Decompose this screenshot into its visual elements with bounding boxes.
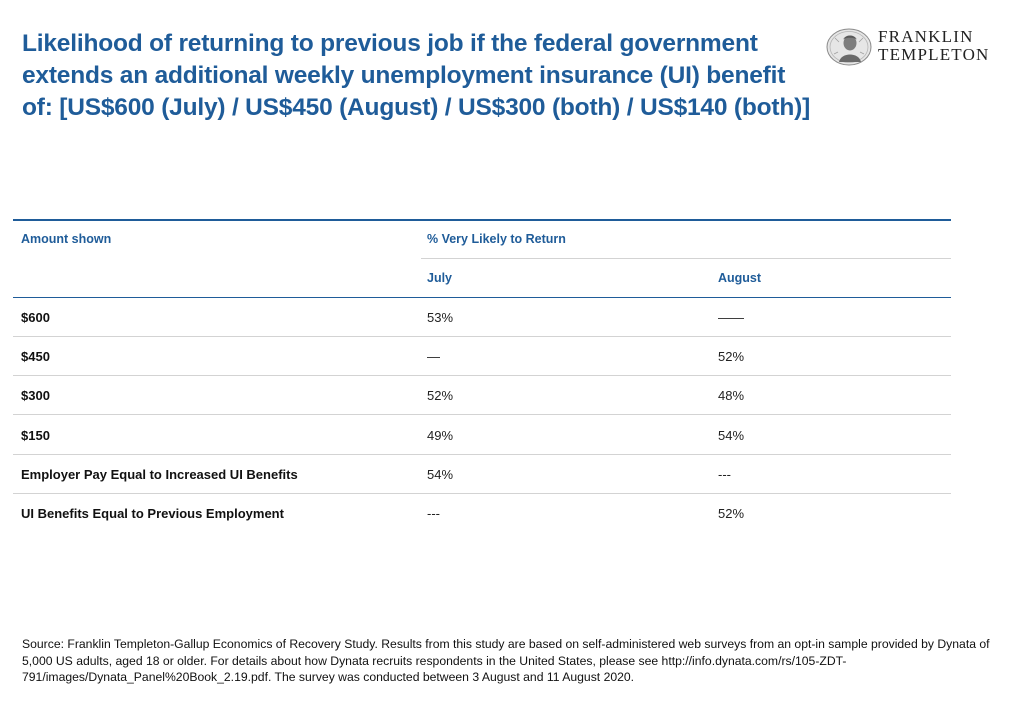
column-header-august: August [718,271,762,285]
row-label-150: $150 [21,428,50,443]
cell-ui-benefits-equal-july: --- [427,506,440,521]
cell-600-august: —— [718,310,744,325]
row-divider [13,454,951,455]
cell-300-july: 52% [427,388,454,403]
franklin-templeton-logo: FRANKLIN TEMPLETON [826,28,1011,68]
cell-450-august: 52% [718,349,745,364]
group-header-divider [421,258,951,259]
cell-300-august: 48% [718,388,745,403]
franklin-portrait-seal-icon [826,28,872,66]
logo-line-franklin: FRANKLIN [878,27,974,46]
column-header-amount: Amount shown [21,232,112,246]
logo-line-templeton: TEMPLETON [878,45,990,64]
row-divider [13,375,951,376]
row-label-300: $300 [21,388,50,403]
cell-employer-pay-july: 54% [427,467,454,482]
header-bottom-rule [13,297,951,298]
row-label-employer-pay: Employer Pay Equal to Increased UI Benef… [21,467,298,482]
row-divider [13,493,951,494]
row-divider [13,414,951,415]
table-top-rule [13,219,951,221]
cell-ui-benefits-equal-august: 52% [718,506,745,521]
row-label-ui-benefits-equal: UI Benefits Equal to Previous Employment [21,506,284,521]
cell-150-august: 54% [718,428,745,443]
row-label-600: $600 [21,310,50,325]
cell-600-july: 53% [427,310,454,325]
logo-wordmark: FRANKLIN TEMPLETON [878,28,990,64]
cell-employer-pay-august: --- [718,467,731,482]
page-title: Likelihood of returning to previous job … [22,30,811,121]
row-divider [13,336,951,337]
cell-450-july: — [427,349,440,364]
cell-150-july: 49% [427,428,454,443]
column-group-header-very-likely: % Very Likely to Return [427,232,566,246]
column-header-july: July [427,271,453,285]
row-label-450: $450 [21,349,50,364]
source-footnote: Source: Franklin Templeton-Gallup Econom… [22,637,990,685]
